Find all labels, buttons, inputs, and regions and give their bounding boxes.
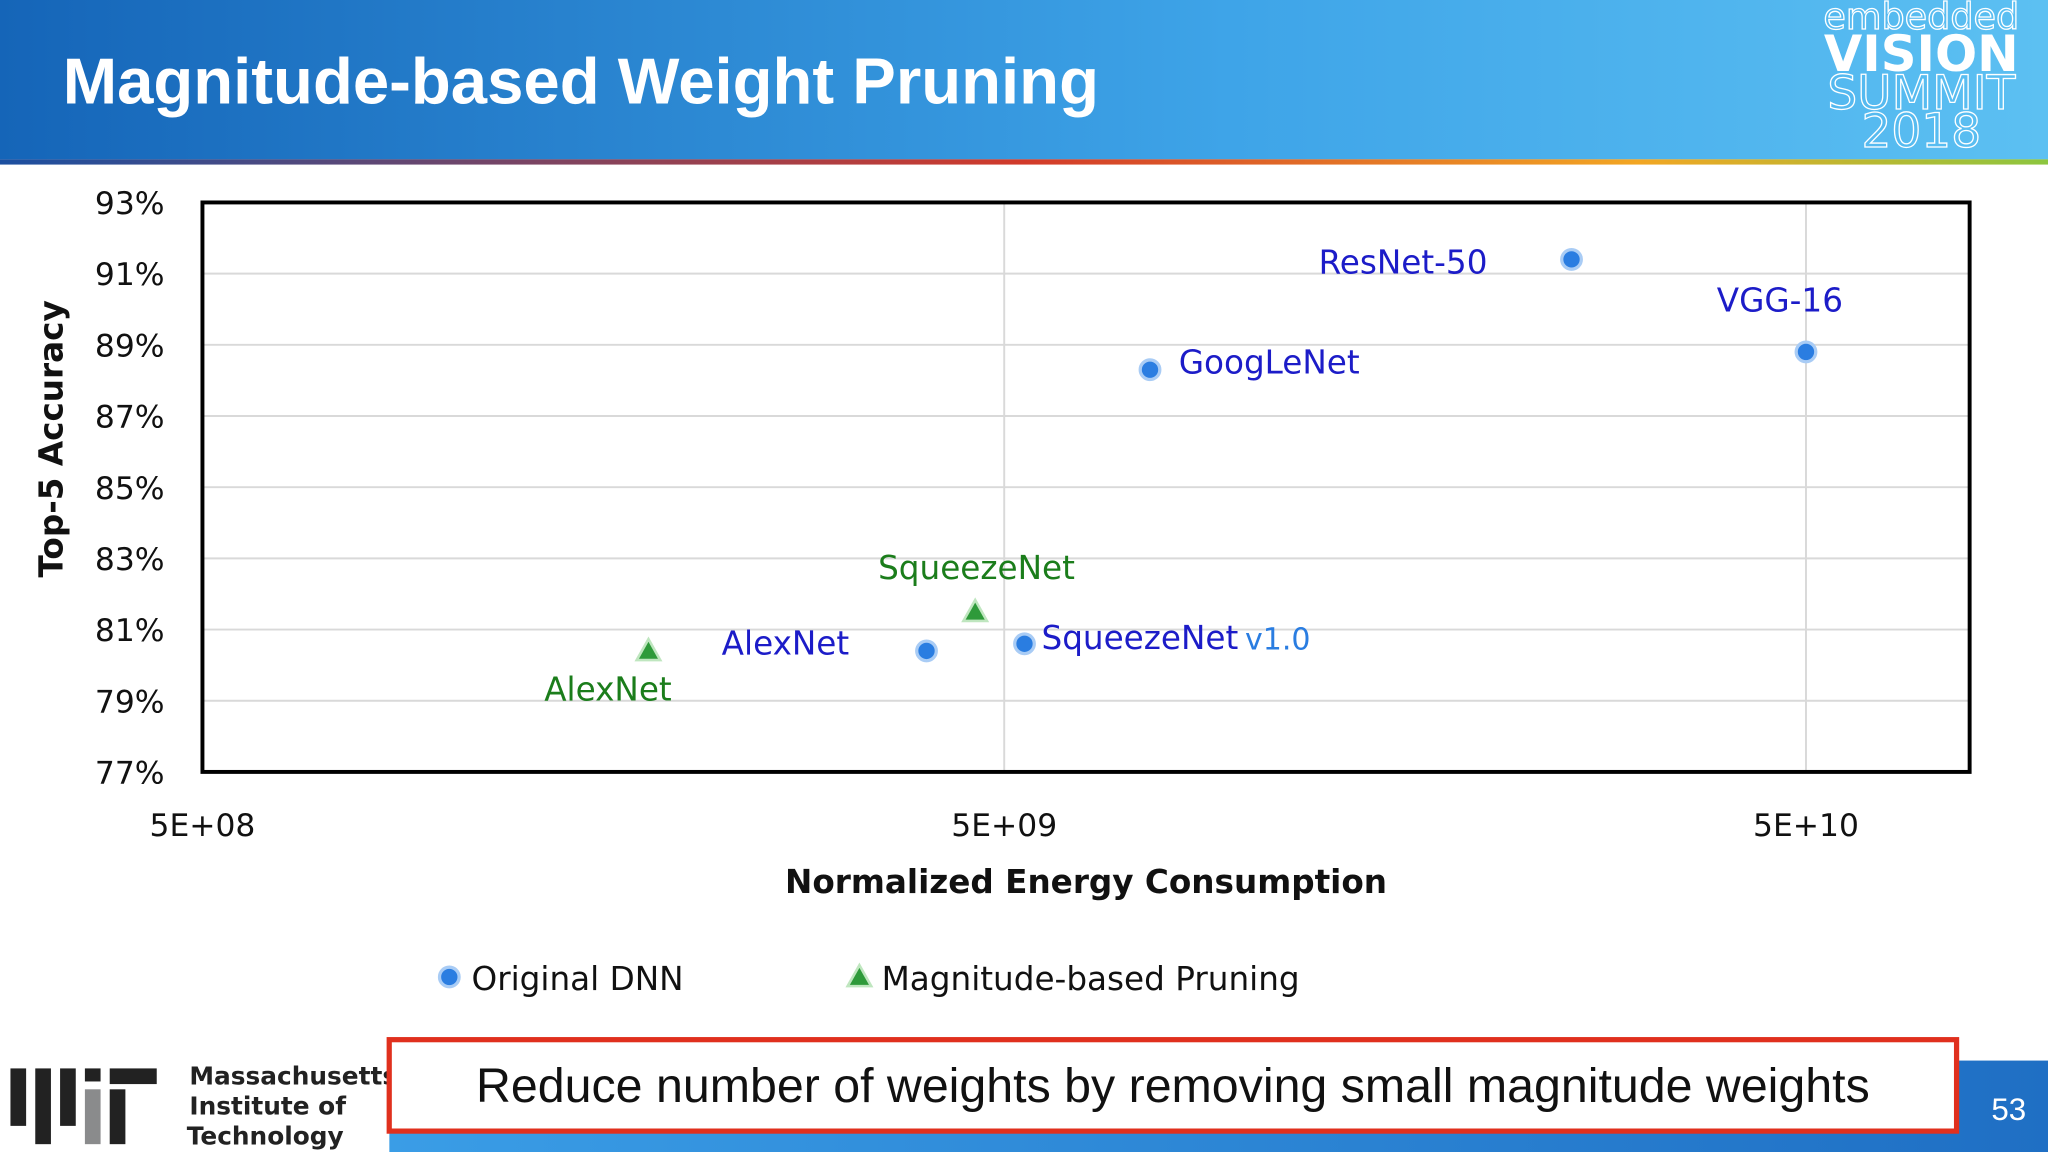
point bbox=[915, 639, 938, 663]
x-tick-label: 5E+10 bbox=[1753, 808, 1859, 844]
point bbox=[1138, 358, 1162, 382]
point-label: SqueezeNet bbox=[1041, 619, 1238, 657]
header-stripe bbox=[0, 159, 2048, 165]
logo-bar bbox=[84, 1089, 101, 1145]
point-label: AlexNet bbox=[722, 625, 850, 663]
logo-bar bbox=[10, 1068, 27, 1126]
logo-bar bbox=[109, 1089, 126, 1145]
institution: Massachusetts Institute of Technology bbox=[187, 1062, 397, 1151]
header-band bbox=[0, 0, 2048, 160]
legend-marker bbox=[845, 962, 874, 988]
point-label: GoogLeNet bbox=[1179, 344, 1360, 382]
y-tick-label: 93% bbox=[95, 186, 165, 222]
y-tick-label: 79% bbox=[95, 684, 165, 720]
logo-bar bbox=[109, 1068, 157, 1085]
y-tick-label: 77% bbox=[95, 756, 165, 792]
logo-bar bbox=[35, 1068, 51, 1145]
point-label: SqueezeNet bbox=[878, 549, 1075, 587]
y-tick-label: 91% bbox=[95, 257, 165, 293]
callout-box bbox=[386, 1037, 1960, 1134]
logo-line: VISION bbox=[1824, 25, 2019, 83]
y-tick-label: 83% bbox=[95, 542, 165, 578]
slide-title: Magnitude-based Weight Pruning bbox=[63, 44, 1099, 117]
annotation: v1.0 bbox=[1245, 623, 1311, 658]
point bbox=[1013, 632, 1036, 656]
logo-bar bbox=[60, 1068, 76, 1126]
legend: Original DNN Magnitude-based Pruning bbox=[437, 960, 1300, 998]
institution-line: Institute of bbox=[189, 1092, 346, 1121]
y-axis-title: Top-5 Accuracy bbox=[33, 300, 71, 577]
x-tick-label: 5E+08 bbox=[150, 808, 256, 844]
point bbox=[1560, 247, 1583, 271]
logo-line: SUMMIT bbox=[1827, 66, 2015, 121]
point bbox=[961, 597, 990, 623]
mit-logo bbox=[10, 1068, 157, 1145]
legend-marker bbox=[437, 965, 461, 989]
x-tick-label: 5E+09 bbox=[951, 808, 1057, 844]
logo-line: embedded bbox=[1823, 0, 2019, 38]
y-tick-label: 87% bbox=[95, 400, 165, 436]
callout-text: Reduce number of weights by removing sma… bbox=[476, 1059, 1870, 1113]
plot-frame bbox=[200, 200, 1972, 774]
y-tick-label: 85% bbox=[95, 471, 165, 507]
logo-bar bbox=[84, 1068, 101, 1082]
legend-label: Magnitude-based Pruning bbox=[882, 960, 1300, 998]
y-tick-label: 81% bbox=[95, 613, 165, 649]
legend-label: Original DNN bbox=[472, 960, 684, 998]
institution-line: Massachusetts bbox=[189, 1062, 397, 1091]
page-number: 53 bbox=[1991, 1092, 2026, 1127]
point bbox=[634, 636, 663, 662]
point bbox=[1794, 340, 1818, 364]
point-label: ResNet-50 bbox=[1319, 244, 1488, 282]
y-tick-label: 89% bbox=[95, 328, 165, 364]
logo-line: 2018 bbox=[1861, 104, 1981, 159]
point-label: VGG-16 bbox=[1717, 281, 1843, 319]
event-logo: embedded VISION SUMMIT 2018 bbox=[1823, 0, 2020, 160]
point-label: AlexNet bbox=[544, 670, 672, 708]
chart: 77% 79% 81% 83% 85% 87% 89% 91% 93% 5E+08 5E+09 5E+… bbox=[33, 186, 1972, 998]
institution-line: Technology bbox=[187, 1122, 344, 1151]
x-axis-title: Normalized Energy Consumption bbox=[785, 863, 1387, 901]
